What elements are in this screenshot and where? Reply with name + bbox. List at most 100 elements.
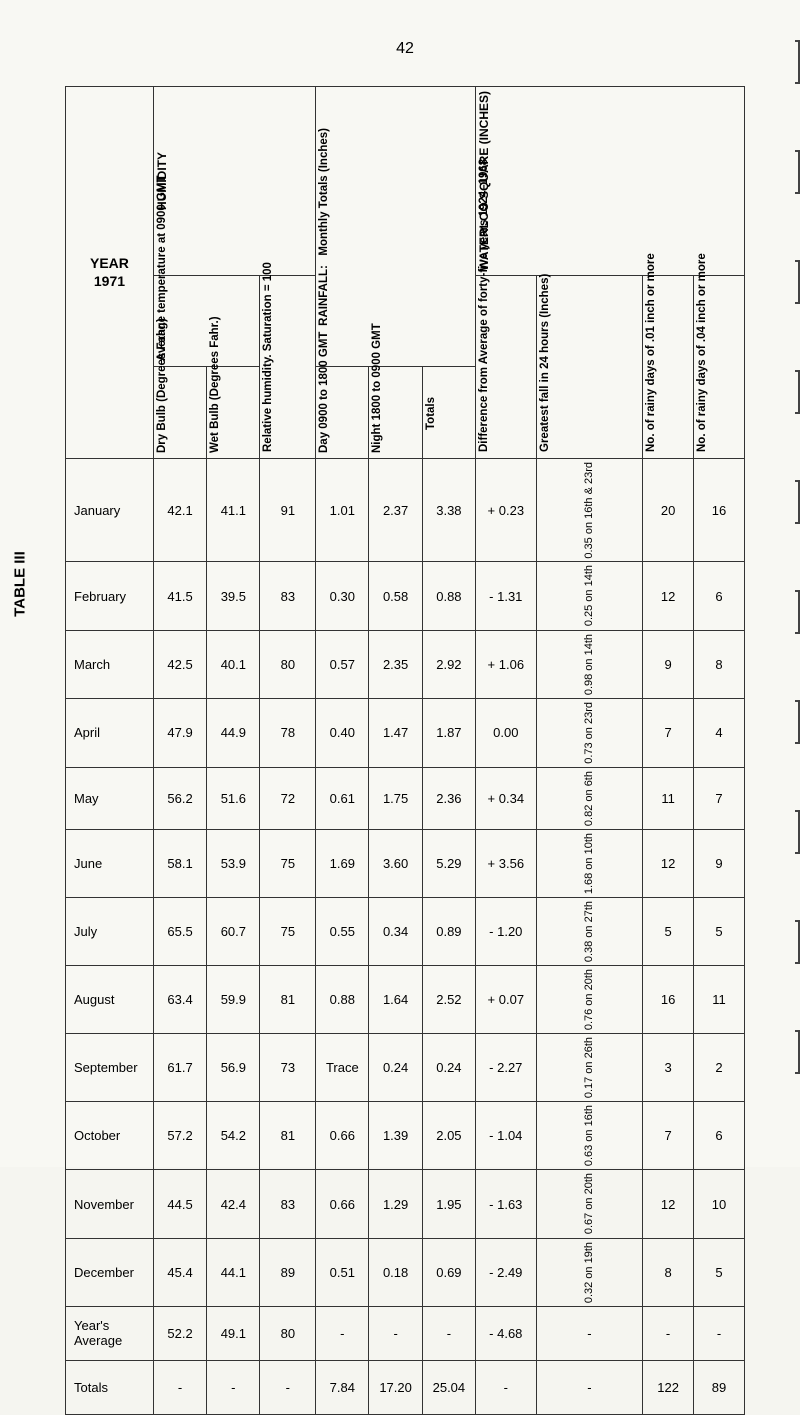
night-cell: 0.34 xyxy=(369,897,422,965)
gf-cell: - xyxy=(536,1360,643,1414)
d01-cell: 16 xyxy=(643,965,694,1033)
wet-cell: 42.4 xyxy=(207,1170,260,1238)
d04-cell: 9 xyxy=(694,829,745,897)
table-row: February41.539.5830.300.580.88- 1.310.25… xyxy=(66,562,745,630)
days04-header: No. of rainy days of .04 inch or more xyxy=(694,276,711,458)
gf-cell: 0.76 on 20th xyxy=(536,965,643,1033)
wet-cell: 51.6 xyxy=(207,767,260,829)
rh-cell: 80 xyxy=(260,630,316,698)
diff-cell: - 2.27 xyxy=(476,1034,537,1102)
month-cell: January xyxy=(66,458,154,562)
d01-cell: 3 xyxy=(643,1034,694,1102)
tot-cell: 5.29 xyxy=(422,829,475,897)
table-row: November44.542.4830.661.291.95- 1.630.67… xyxy=(66,1170,745,1238)
table-row: June58.153.9751.693.605.29+ 3.561.68 on … xyxy=(66,829,745,897)
day-cell: 0.57 xyxy=(316,630,369,698)
day-cell: 0.61 xyxy=(316,767,369,829)
rh-cell: 80 xyxy=(260,1306,316,1360)
month-cell: February xyxy=(66,562,154,630)
dry-cell: 65.5 xyxy=(153,897,206,965)
d01-cell: 20 xyxy=(643,458,694,562)
table-row: April47.944.9780.401.471.870.000.73 on 2… xyxy=(66,698,745,767)
wet-cell: 49.1 xyxy=(207,1306,260,1360)
table-row: December45.444.1890.510.180.69- 2.490.32… xyxy=(66,1238,745,1306)
page: 42 TABLE III YEAR 1971 HUMIDITY RAINFALL… xyxy=(0,0,800,1167)
gf-cell: 0.67 on 20th xyxy=(536,1170,643,1238)
day-cell: Trace xyxy=(316,1034,369,1102)
diff-cell: - 1.31 xyxy=(476,562,537,630)
d04-cell: 2 xyxy=(694,1034,745,1102)
night-cell: 2.37 xyxy=(369,458,422,562)
table-row: September61.756.973Trace0.240.24- 2.270.… xyxy=(66,1034,745,1102)
year-label-1: YEAR xyxy=(66,254,153,272)
wet-cell: 54.2 xyxy=(207,1102,260,1170)
wet-bulb-header: Wet Bulb (Degrees Fahr.) xyxy=(207,369,224,457)
wet-cell: 40.1 xyxy=(207,630,260,698)
rh-cell: 91 xyxy=(260,458,316,562)
gf-cell: 0.35 on 16th & 23rd xyxy=(536,458,643,562)
night-cell: - xyxy=(369,1306,422,1360)
day-header: Day 0900 to 1800 GMT xyxy=(316,369,333,457)
gf-cell: 1.68 on 10th xyxy=(536,829,643,897)
wet-cell: 41.1 xyxy=(207,458,260,562)
d01-cell: 9 xyxy=(643,630,694,698)
night-header: Night 1800 to 0900 GMT xyxy=(369,369,386,457)
d01-cell: 8 xyxy=(643,1238,694,1306)
gf-cell: 0.25 on 14th xyxy=(536,562,643,630)
tot-cell: - xyxy=(422,1306,475,1360)
month-cell: December xyxy=(66,1238,154,1306)
diff-cell: - 4.68 xyxy=(476,1306,537,1360)
tot-cell: 0.89 xyxy=(422,897,475,965)
d04-cell: 10 xyxy=(694,1170,745,1238)
gf-cell: 0.73 on 23rd xyxy=(536,698,643,767)
night-cell: 1.75 xyxy=(369,767,422,829)
gf-cell: 0.63 on 16th xyxy=(536,1102,643,1170)
night-cell: 2.35 xyxy=(369,630,422,698)
d04-cell: 11 xyxy=(694,965,745,1033)
d04-cell: 16 xyxy=(694,458,745,562)
table-body: January42.141.1911.012.373.38+ 0.230.35 … xyxy=(66,458,745,1414)
tot-cell: 2.92 xyxy=(422,630,475,698)
difference-header: Difference from Average of forty-five ye… xyxy=(476,276,493,458)
rh-cell: - xyxy=(260,1360,316,1414)
rel-hum-header: Relative humidity. Saturation = 100 xyxy=(260,276,277,458)
day-cell: 0.51 xyxy=(316,1238,369,1306)
diff-cell: + 0.23 xyxy=(476,458,537,562)
table-row: Year's Average52.249.180---- 4.68--- xyxy=(66,1306,745,1360)
d04-cell: 8 xyxy=(694,630,745,698)
rh-cell: 83 xyxy=(260,1170,316,1238)
diff-cell: + 3.56 xyxy=(476,829,537,897)
night-cell: 17.20 xyxy=(369,1360,422,1414)
tot-cell: 2.52 xyxy=(422,965,475,1033)
table-row: Totals---7.8417.2025.04--12289 xyxy=(66,1360,745,1414)
dry-cell: - xyxy=(153,1360,206,1414)
month-cell: March xyxy=(66,630,154,698)
day-cell: 1.69 xyxy=(316,829,369,897)
dry-cell: 42.1 xyxy=(153,458,206,562)
rh-cell: 75 xyxy=(260,829,316,897)
d04-cell: - xyxy=(694,1306,745,1360)
rh-cell: 89 xyxy=(260,1238,316,1306)
day-cell: 0.55 xyxy=(316,897,369,965)
d01-cell: 12 xyxy=(643,1170,694,1238)
d01-cell: - xyxy=(643,1306,694,1360)
year-header: YEAR 1971 xyxy=(66,87,154,459)
day-cell: 0.88 xyxy=(316,965,369,1033)
dry-cell: 44.5 xyxy=(153,1170,206,1238)
dry-cell: 58.1 xyxy=(153,829,206,897)
rh-cell: 72 xyxy=(260,767,316,829)
dry-cell: 45.4 xyxy=(153,1238,206,1306)
binding-edge xyxy=(794,0,800,1167)
d01-cell: 11 xyxy=(643,767,694,829)
day-cell: 0.66 xyxy=(316,1170,369,1238)
night-cell: 0.18 xyxy=(369,1238,422,1306)
d04-cell: 5 xyxy=(694,1238,745,1306)
tot-cell: 25.04 xyxy=(422,1360,475,1414)
day-cell: 1.01 xyxy=(316,458,369,562)
table-label: TABLE III xyxy=(12,551,29,617)
dry-cell: 63.4 xyxy=(153,965,206,1033)
tot-cell: 1.87 xyxy=(422,698,475,767)
diff-cell: + 0.34 xyxy=(476,767,537,829)
tot-cell: 2.05 xyxy=(422,1102,475,1170)
rh-cell: 73 xyxy=(260,1034,316,1102)
